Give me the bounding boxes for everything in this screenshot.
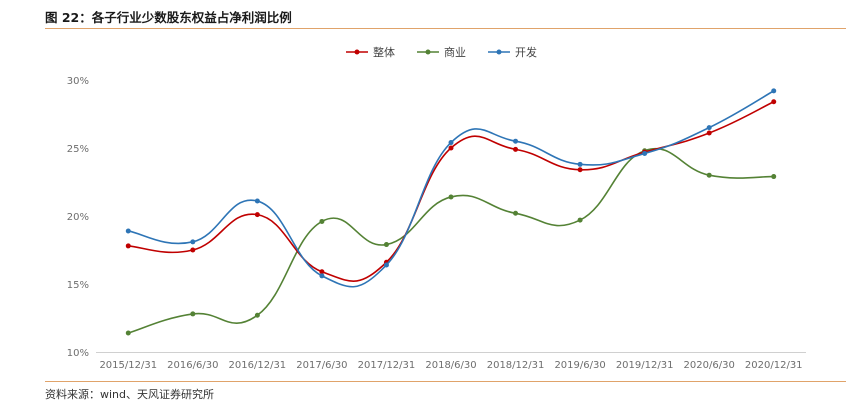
- y-axis-tick-labels: 10% 15% 20% 25% 30%: [67, 76, 89, 359]
- series-line: [128, 101, 775, 282]
- x-axis-tick-labels: 2015/12/31 2016/6/30 2016/12/31 2017/6/30 20…: [99, 360, 802, 371]
- x-tick-label: 2020/6/30: [684, 360, 735, 371]
- figure-title: 图 22：各子行业少数股东权益占净利润比例: [45, 10, 292, 25]
- chart-legend: 整体 商业 开发: [346, 45, 537, 59]
- data-point: [319, 273, 325, 279]
- source-divider: [45, 381, 846, 382]
- y-tick-label: 20%: [67, 212, 89, 223]
- series-2: [125, 88, 777, 288]
- x-tick-label: 2016/12/31: [229, 360, 287, 371]
- series-1: [125, 148, 777, 336]
- x-tick-label: 2018/12/31: [487, 360, 545, 371]
- data-point: [448, 140, 454, 146]
- legend-item: 整体: [346, 45, 395, 59]
- data-point: [513, 138, 519, 144]
- data-point: [513, 146, 519, 152]
- data-point: [706, 130, 712, 136]
- y-tick-label: 15%: [67, 280, 89, 291]
- data-point: [771, 88, 777, 94]
- legend-item: 开发: [488, 45, 537, 59]
- x-tick-label: 2015/12/31: [99, 360, 157, 371]
- data-point: [254, 312, 260, 318]
- data-point: [125, 243, 131, 249]
- data-point: [319, 218, 325, 224]
- x-tick-label: 2017/12/31: [358, 360, 416, 371]
- legend-swatch-marker: [425, 49, 431, 55]
- title-divider: [45, 28, 846, 29]
- legend-label: 整体: [373, 45, 395, 59]
- x-tick-label: 2020/12/31: [745, 360, 803, 371]
- x-tick-label: 2017/6/30: [296, 360, 347, 371]
- series-line: [128, 90, 775, 288]
- data-point: [577, 217, 583, 223]
- y-tick-label: 25%: [67, 144, 89, 155]
- legend-label: 商业: [444, 45, 466, 59]
- data-point: [706, 172, 712, 178]
- data-point: [771, 174, 777, 180]
- series-line: [128, 148, 774, 334]
- series-0: [125, 99, 777, 282]
- data-point: [319, 269, 325, 275]
- x-tick-label: 2018/6/30: [425, 360, 476, 371]
- data-point: [771, 99, 777, 105]
- x-tick-label: 2016/6/30: [167, 360, 218, 371]
- data-point: [383, 262, 389, 268]
- data-point: [448, 145, 454, 151]
- x-tick-label: 2019/6/30: [554, 360, 605, 371]
- data-point: [125, 330, 131, 336]
- data-point: [190, 247, 196, 253]
- line-chart: 整体 商业 开发 10% 15% 20% 25% 30% 2015/12/31 2016/6/…: [67, 45, 806, 371]
- series-layer: [125, 88, 777, 336]
- data-point: [190, 311, 196, 317]
- data-point: [706, 125, 712, 131]
- data-point: [642, 150, 648, 156]
- data-point: [577, 161, 583, 167]
- data-point: [254, 212, 260, 218]
- data-point: [383, 242, 389, 248]
- data-point: [190, 239, 196, 245]
- legend-swatch-marker: [354, 49, 360, 55]
- data-point: [577, 167, 583, 173]
- legend-label: 开发: [515, 45, 537, 59]
- legend-swatch-marker: [496, 49, 502, 55]
- source-note: 资料来源：wind、天风证券研究所: [45, 388, 215, 401]
- legend-item: 商业: [417, 45, 466, 59]
- y-tick-label: 30%: [67, 76, 89, 87]
- x-tick-label: 2019/12/31: [616, 360, 674, 371]
- data-point: [125, 228, 131, 234]
- data-point: [448, 194, 454, 200]
- data-point: [254, 198, 260, 204]
- y-tick-label: 10%: [67, 348, 89, 359]
- data-point: [513, 210, 519, 216]
